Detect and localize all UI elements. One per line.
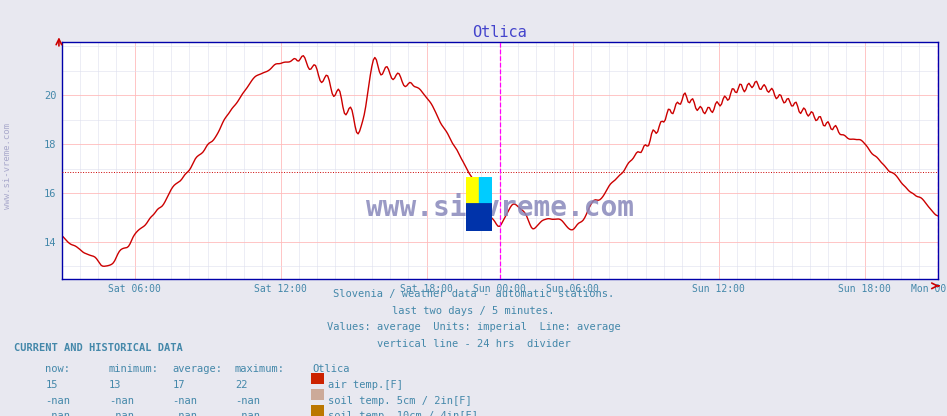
Text: average:: average: — [172, 364, 223, 374]
Text: -nan: -nan — [172, 396, 197, 406]
Text: 17: 17 — [172, 380, 185, 390]
Text: www.si-vreme.com: www.si-vreme.com — [366, 193, 634, 222]
Text: Otlica: Otlica — [313, 364, 350, 374]
Text: maximum:: maximum: — [235, 364, 285, 374]
Text: now:: now: — [45, 364, 70, 374]
Polygon shape — [479, 204, 492, 231]
Bar — [466, 177, 479, 204]
Text: -nan: -nan — [109, 411, 134, 416]
Text: air temp.[F]: air temp.[F] — [328, 380, 402, 390]
Text: Values: average  Units: imperial  Line: average: Values: average Units: imperial Line: av… — [327, 322, 620, 332]
Text: -nan: -nan — [45, 396, 70, 406]
Text: CURRENT AND HISTORICAL DATA: CURRENT AND HISTORICAL DATA — [14, 343, 183, 353]
Text: 22: 22 — [235, 380, 247, 390]
Title: Otlica: Otlica — [473, 25, 527, 40]
Text: soil temp. 5cm / 2in[F]: soil temp. 5cm / 2in[F] — [328, 396, 472, 406]
Text: 15: 15 — [45, 380, 58, 390]
Text: minimum:: minimum: — [109, 364, 159, 374]
Text: 13: 13 — [109, 380, 121, 390]
Polygon shape — [466, 204, 492, 231]
Text: -nan: -nan — [235, 411, 259, 416]
Text: www.si-vreme.com: www.si-vreme.com — [3, 124, 12, 209]
Text: -nan: -nan — [109, 396, 134, 406]
Text: Slovenia / weather data - automatic stations.: Slovenia / weather data - automatic stat… — [333, 289, 614, 299]
Text: last two days / 5 minutes.: last two days / 5 minutes. — [392, 306, 555, 316]
Bar — [466, 204, 492, 231]
Text: vertical line - 24 hrs  divider: vertical line - 24 hrs divider — [377, 339, 570, 349]
Text: -nan: -nan — [235, 396, 259, 406]
Text: -nan: -nan — [172, 411, 197, 416]
Bar — [479, 177, 492, 204]
Text: -nan: -nan — [45, 411, 70, 416]
Text: soil temp. 10cm / 4in[F]: soil temp. 10cm / 4in[F] — [328, 411, 477, 416]
